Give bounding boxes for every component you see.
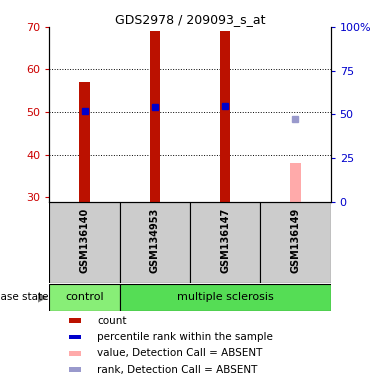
Bar — [49, 202, 120, 283]
Title: GDS2978 / 209093_s_at: GDS2978 / 209093_s_at — [115, 13, 265, 26]
Bar — [69, 335, 81, 339]
Text: GSM134953: GSM134953 — [150, 208, 160, 273]
Text: rank, Detection Call = ABSENT: rank, Detection Call = ABSENT — [97, 365, 258, 375]
Bar — [150, 31, 160, 202]
Bar — [69, 367, 81, 372]
Text: GSM136140: GSM136140 — [79, 208, 90, 273]
Bar — [69, 351, 81, 356]
Bar — [260, 202, 331, 283]
Bar — [120, 283, 331, 311]
Text: multiple sclerosis: multiple sclerosis — [177, 292, 274, 302]
Bar — [69, 318, 81, 323]
Text: value, Detection Call = ABSENT: value, Detection Call = ABSENT — [97, 348, 263, 358]
Bar — [49, 283, 120, 311]
Bar — [79, 82, 90, 202]
Text: percentile rank within the sample: percentile rank within the sample — [97, 332, 273, 342]
Text: control: control — [65, 292, 104, 302]
Text: ▶: ▶ — [38, 291, 48, 304]
Text: disease state: disease state — [0, 292, 49, 302]
Bar — [220, 31, 230, 202]
Bar — [190, 202, 260, 283]
Text: GSM136149: GSM136149 — [290, 208, 301, 273]
Text: GSM136147: GSM136147 — [220, 208, 230, 273]
Bar — [290, 163, 301, 202]
Text: count: count — [97, 316, 127, 326]
Bar — [120, 202, 190, 283]
